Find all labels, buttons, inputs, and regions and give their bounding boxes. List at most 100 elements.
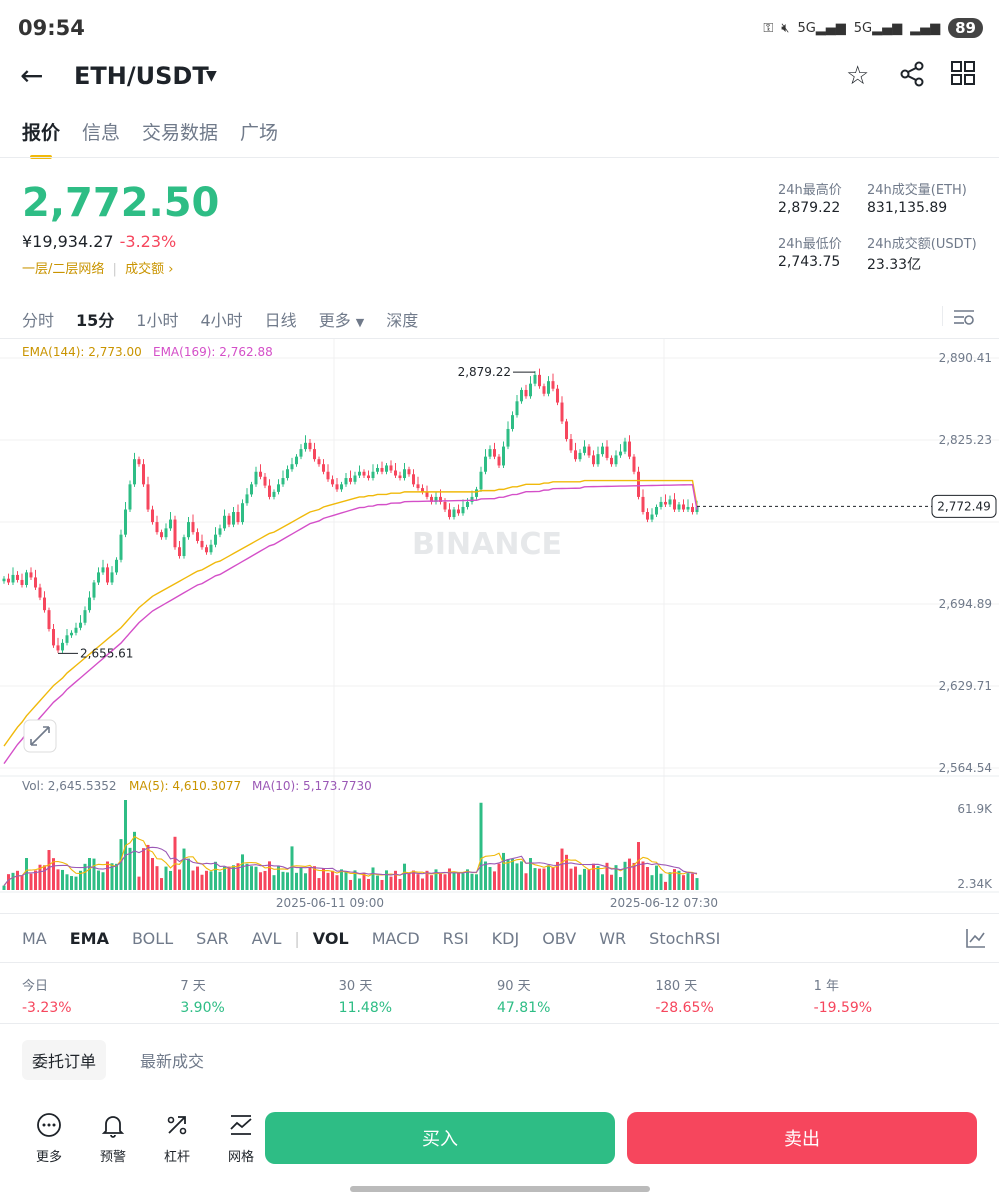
ind-ema[interactable]: EMA — [69, 929, 109, 948]
more-button[interactable]: 更多 — [28, 1112, 70, 1165]
volume-tag[interactable]: 成交额 — [125, 262, 165, 277]
volume-bar — [92, 858, 96, 890]
chevron-right-icon: › — [168, 262, 174, 277]
volume-bar — [673, 869, 676, 890]
candle-body — [25, 572, 28, 585]
volume-bar — [236, 863, 240, 890]
candle-body — [371, 471, 375, 479]
interval-4h[interactable]: 4小时 — [200, 311, 243, 330]
candle-body — [524, 389, 528, 397]
candle-body — [569, 439, 573, 451]
candle-body — [416, 484, 420, 489]
price-change: -3.23% — [119, 232, 177, 251]
volume-bar — [641, 861, 645, 890]
candle-body — [515, 401, 519, 416]
home-indicator[interactable] — [350, 1186, 650, 1192]
ind-macd[interactable]: MACD — [371, 929, 420, 948]
ind-vol[interactable]: VOL — [312, 929, 349, 948]
volume-bar — [137, 876, 141, 890]
candle-body — [308, 442, 312, 450]
tab-latest-trades[interactable]: 最新成交 — [140, 1052, 205, 1071]
candle-body — [533, 374, 537, 384]
ind-kdj[interactable]: KDJ — [491, 929, 520, 948]
candle-body — [281, 478, 285, 485]
volume-bar — [52, 858, 55, 890]
volume-bar — [101, 872, 105, 890]
interval-1d[interactable]: 日线 — [264, 311, 297, 330]
candle-body — [227, 515, 231, 525]
interval-depth[interactable]: 深度 — [386, 311, 419, 330]
candle-body — [56, 645, 60, 651]
candle-body — [340, 484, 343, 490]
candle-body — [646, 512, 649, 520]
ind-stochrsi[interactable]: StochRSI — [649, 929, 721, 948]
alert-button[interactable]: 预警 — [92, 1112, 134, 1165]
kline-chart[interactable]: 2,890.41 2,825.23 2,694.89 2,629.71 2,564.54… — [0, 339, 999, 912]
tab-quote[interactable]: 报价 — [22, 118, 60, 159]
volume-bar — [299, 867, 303, 890]
ind-boll[interactable]: BOLL — [131, 929, 174, 948]
candle-body — [623, 441, 627, 452]
fullscreen-icon[interactable] — [23, 719, 57, 753]
chart-settings-icon[interactable] — [952, 306, 976, 332]
ind-sar[interactable]: SAR — [196, 929, 229, 948]
ind-rsi[interactable]: RSI — [442, 929, 469, 948]
interval-1h[interactable]: 1小时 — [136, 311, 179, 330]
price-tick-label: 2,629.71 — [939, 679, 992, 693]
volume-bar — [412, 870, 415, 890]
candle-body — [182, 537, 186, 557]
status-time: 09:54 — [18, 16, 85, 40]
high-value: 2,879.22 — [778, 200, 841, 216]
indicator-tabs: MA EMA BOLL SAR AVL | VOL MACD RSI KDJ O… — [22, 929, 721, 948]
candle-body — [344, 478, 348, 485]
ema169-legend: EMA(169): 2,762.88 — [153, 345, 273, 359]
back-arrow-icon[interactable]: ← — [20, 59, 44, 92]
candle-body — [529, 383, 532, 397]
top-tabs: 报价 信息 交易数据 广场 — [22, 118, 279, 159]
share-icon[interactable] — [898, 60, 926, 96]
low-value: 2,743.75 — [778, 254, 841, 270]
candle-body — [236, 512, 240, 523]
tab-trading-data[interactable]: 交易数据 — [142, 122, 219, 144]
tab-info[interactable]: 信息 — [82, 122, 121, 144]
candle-body — [115, 559, 118, 573]
buy-button[interactable]: 买入 — [265, 1112, 615, 1164]
volume-bar — [614, 865, 618, 890]
order-tabs: 委托订单 最新成交 — [22, 1040, 214, 1080]
volume-bar — [187, 858, 190, 890]
volume-bar — [430, 875, 433, 890]
candle-body — [601, 446, 604, 455]
ind-obv[interactable]: OBV — [542, 929, 577, 948]
caret-down-icon[interactable]: ▼ — [206, 68, 217, 84]
volume-bar — [569, 868, 573, 890]
leverage-button[interactable]: 杠杆 — [156, 1112, 198, 1165]
candle-body — [493, 449, 496, 457]
tab-open-orders[interactable]: 委托订单 — [22, 1040, 107, 1080]
interval-more[interactable]: 更多 ▼ — [318, 311, 365, 330]
ind-wr[interactable]: WR — [599, 929, 627, 948]
volume-bar — [290, 846, 294, 890]
volume-bar — [574, 866, 577, 890]
indicator-settings-icon[interactable] — [964, 926, 988, 954]
candle-body — [322, 464, 325, 472]
grid-menu-icon[interactable] — [950, 60, 976, 94]
candle-body — [259, 471, 262, 477]
interval-time-share[interactable]: 分时 — [22, 311, 55, 330]
star-icon[interactable]: ☆ — [846, 61, 870, 91]
volume-bar — [133, 831, 136, 890]
volume-bar — [16, 870, 19, 890]
grid-button[interactable]: 网格 — [220, 1112, 262, 1165]
network-tag[interactable]: 一层/二层网络 — [22, 262, 105, 277]
tab-square[interactable]: 广场 — [240, 122, 279, 144]
perf-180d: 180 天 -28.65% — [655, 979, 714, 1016]
pair-title[interactable]: ETH/USDT — [74, 62, 209, 90]
volume-bar — [11, 872, 15, 890]
bottom-actions: 更多 预警 杠杆 网格 — [28, 1112, 262, 1165]
interval-15m[interactable]: 15分 — [76, 311, 115, 330]
candle-body — [277, 484, 280, 492]
ind-ma[interactable]: MA — [22, 929, 47, 948]
candle-body — [268, 485, 271, 497]
ind-avl[interactable]: AVL — [251, 929, 282, 948]
sell-button[interactable]: 卖出 — [627, 1112, 977, 1164]
volume-bar — [533, 868, 537, 890]
